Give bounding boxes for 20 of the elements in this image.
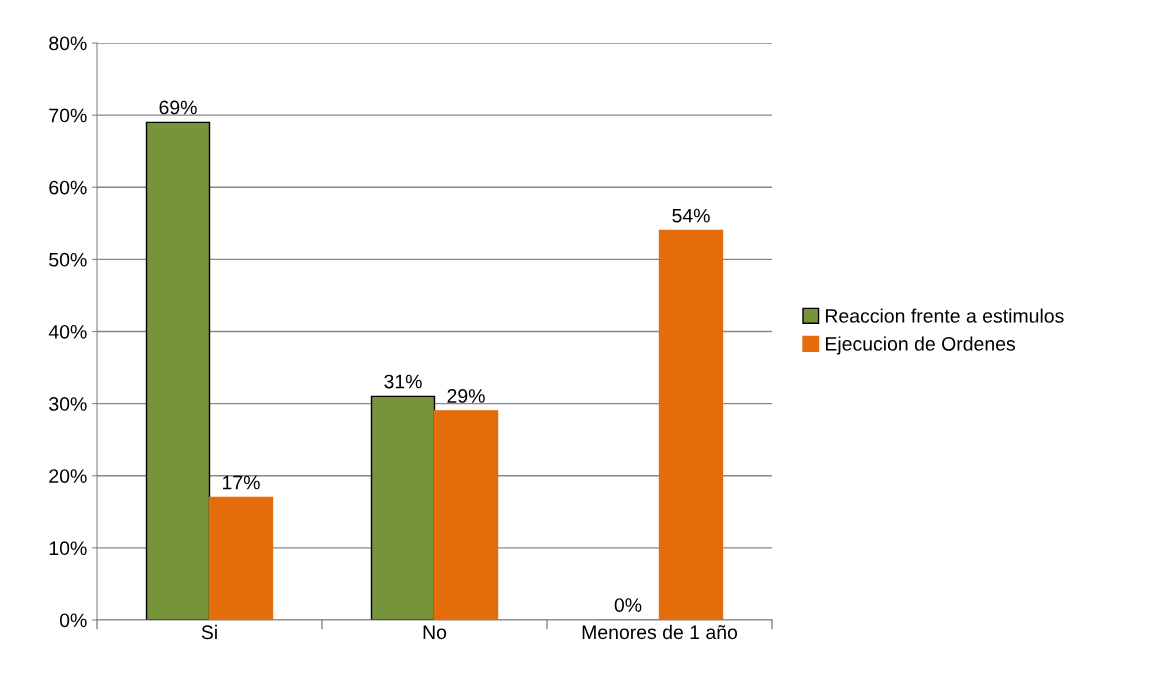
data-label: 31% [384,374,422,389]
x-tick-label: No [423,625,447,640]
data-label: 17% [223,475,260,490]
x-tick-label: Si [201,624,217,640]
y-tick-label: 30% [49,397,87,411]
legend-label: Reaccion frente a estimulos [825,308,1064,323]
y-tick-label: 0% [59,613,87,628]
y-tick-label: 70% [49,108,87,123]
legend-label: Ejecucion de Ordenes [825,336,1016,355]
y-tick-label: 40% [48,324,87,339]
x-tick-label: Menores de 1 año [582,624,738,640]
data-label: 54% [672,208,710,223]
y-tick-label: 80% [49,36,87,51]
data-label: 0% [614,598,642,612]
y-tick-label: 60% [49,180,87,195]
y-tick-label: 10% [49,541,87,556]
y-tick-label: 20% [49,469,87,483]
data-label: 69% [159,100,197,115]
y-tick-label: 50% [49,252,87,267]
data-label: 29% [447,389,485,403]
